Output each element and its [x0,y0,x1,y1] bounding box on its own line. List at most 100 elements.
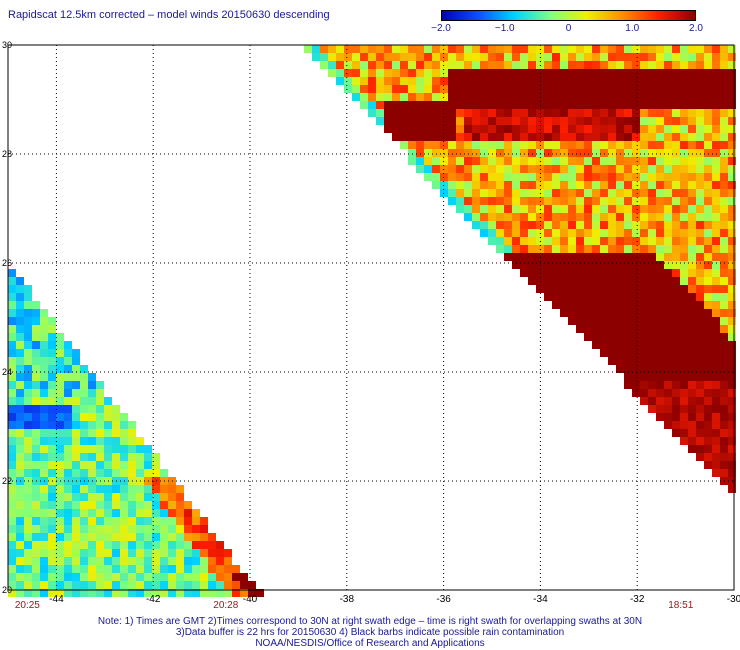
wind-pixel [512,189,520,197]
wind-pixel [80,573,88,581]
wind-pixel [600,237,608,245]
wind-pixel [168,533,176,541]
wind-pixel [688,413,696,421]
wind-pixel [192,573,200,581]
wind-pixel [16,445,24,453]
wind-pixel [664,93,672,101]
wind-pixel [576,237,584,245]
wind-pixel [696,365,704,373]
wind-pixel [128,445,136,453]
wind-pixel [456,181,464,189]
wind-pixel [456,149,464,157]
wind-pixel [504,245,512,253]
wind-pixel [520,245,528,253]
wind-pixel [432,165,440,173]
wind-pixel [688,205,696,213]
wind-pixel [656,141,664,149]
wind-pixel [688,445,696,453]
wind-pixel [24,293,32,301]
wind-pixel [496,245,504,253]
wind-pixel [40,413,48,421]
wind-pixel [40,541,48,549]
wind-pixel [56,501,64,509]
wind-pixel [600,61,608,69]
colorbar-label-max: 2.0 [689,23,703,34]
wind-pixel [632,253,640,261]
wind-pixel [632,45,640,53]
colorbar-label-zero: 0 [565,23,572,34]
wind-pixel [616,45,624,53]
wind-pixel [584,197,592,205]
wind-pixel [648,109,656,117]
wind-pixel [688,141,696,149]
wind-pixel [424,45,432,53]
wind-pixel [64,349,72,357]
wind-pixel [728,221,736,229]
wind-pixel [16,517,24,525]
wind-pixel [640,397,648,405]
wind-pixel [704,221,712,229]
wind-pixel [504,53,512,61]
wind-pixel [528,197,536,205]
wind-pixel [40,557,48,565]
wind-pixel [552,149,560,157]
wind-pixel [552,77,560,85]
wind-pixel [144,573,152,581]
wind-pixel [504,237,512,245]
wind-pixel [608,261,616,269]
wind-pixel [456,189,464,197]
wind-pixel [416,141,424,149]
wind-pixel [672,125,680,133]
wind-pixel [32,469,40,477]
wind-pixel [16,589,24,597]
wind-pixel [32,405,40,413]
wind-pixel [32,381,40,389]
wind-pixel [456,117,464,125]
wind-pixel [688,277,696,285]
wind-pixel [96,405,104,413]
wind-pixel [472,77,480,85]
wind-pixel [680,349,688,357]
wind-pixel [144,517,152,525]
wind-pixel [640,285,648,293]
wind-pixel [408,61,416,69]
wind-pixel [696,341,704,349]
wind-pixel [40,565,48,573]
wind-pixel [712,373,720,381]
wind-pixel [656,365,664,373]
wind-pixel [448,85,456,93]
wind-pixel [640,365,648,373]
wind-pixel [624,357,632,365]
wind-pixel [696,53,704,61]
wind-pixel [312,45,320,53]
wind-pixel [656,173,664,181]
wind-pixel [392,93,400,101]
wind-pixel [720,173,728,181]
wind-pixel [624,93,632,101]
wind-pixel [504,189,512,197]
wind-pixel [488,157,496,165]
wind-pixel [88,461,96,469]
wind-pixel [712,69,720,77]
wind-pixel [424,109,432,117]
wind-pixel [64,469,72,477]
wind-pixel [376,85,384,93]
wind-pixel [640,325,648,333]
wind-pixel [680,109,688,117]
wind-pixel [632,357,640,365]
wind-pixel [624,213,632,221]
wind-pixel [656,269,664,277]
wind-pixel [624,77,632,85]
wind-pixel [608,245,616,253]
wind-pixel [632,341,640,349]
wind-pixel [704,109,712,117]
wind-pixel [728,357,736,365]
wind-pixel [648,197,656,205]
wind-pixel [56,389,64,397]
wind-pixel [8,325,16,333]
wind-pixel [688,333,696,341]
wind-pixel [648,189,656,197]
wind-pixel [488,117,496,125]
wind-pixel [680,389,688,397]
wind-pixel [472,149,480,157]
